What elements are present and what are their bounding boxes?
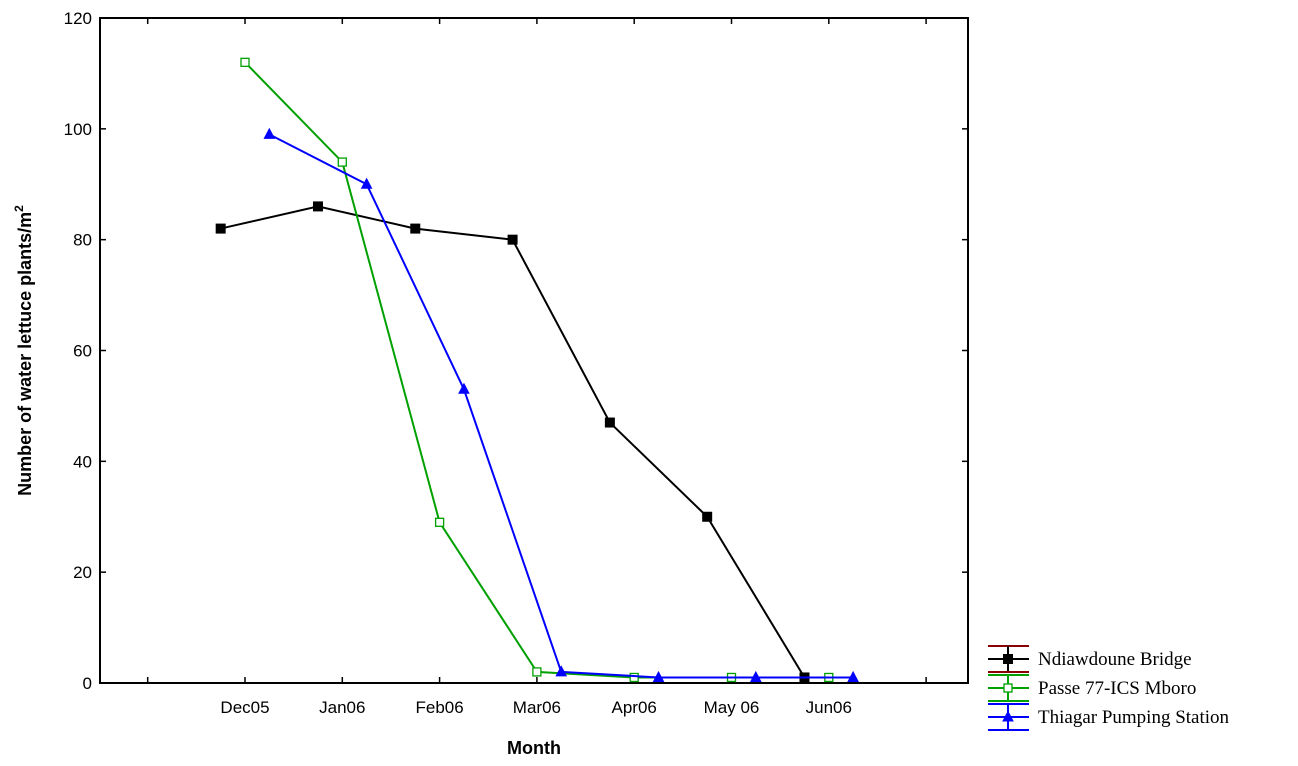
data-point [1003,683,1013,693]
x-tick-label: Feb06 [415,698,463,717]
series-1 [240,57,834,683]
data-point [337,157,347,167]
data-point [749,670,762,682]
data-point [847,670,859,682]
y-tick-label: 80 [73,231,92,250]
x-tick-label: Dec05 [220,698,269,717]
series-line [220,205,806,678]
series-layer [215,57,859,683]
x-tick-label: Jun06 [806,698,852,717]
x-axis-ticks: Dec05 Jan06 Feb06 Mar06 Apr06 May 06 Jun06 [146,18,927,717]
data-point [458,382,470,394]
data-point [410,223,421,234]
legend-item: Passe 77-ICS Mboro [988,674,1196,702]
y-axis-title: Number of water lettuce plants/m2 [12,205,35,496]
series-2 [263,127,859,682]
data-point [555,665,568,677]
y-tick-label: 60 [73,342,92,361]
legend: Ndiawdoune Bridge Passe 77-ICS Mboro Thiag… [988,645,1230,731]
data-point [1003,654,1013,664]
y-tick-label: 20 [73,563,92,582]
legend-item: Ndiawdoune Bridge [988,645,1192,673]
data-point [360,177,373,189]
y-axis-title-main: Number of water lettuce plants/m [15,212,35,496]
series-line [244,61,829,679]
data-point [629,672,639,683]
data-point [652,670,665,682]
data-point [240,57,250,67]
y-axis-ticks: 0 20 40 60 80 100 120 [64,9,968,693]
data-point [215,223,226,234]
plot-area [99,17,969,684]
data-point [434,517,445,527]
data-point [507,234,518,245]
data-point [1002,710,1014,722]
y-tick-label: 0 [83,674,92,693]
y-tick-label: 40 [73,452,92,471]
legend-label: Thiagar Pumping Station [1038,707,1230,728]
legend-label: Passe 77-ICS Mboro [1038,678,1196,699]
y-tick-label: 120 [64,9,92,28]
plot-frame [99,17,969,684]
legend-item: Thiagar Pumping Station [988,703,1230,731]
y-tick-label: 100 [64,120,92,139]
series-0 [215,201,810,683]
x-tick-label: May 06 [704,698,760,717]
x-axis-title: Month [507,738,561,758]
data-point [532,667,542,677]
x-tick-label: Apr06 [612,698,657,717]
y-axis-title-superscript: 2 [12,205,26,212]
data-point [604,417,615,428]
data-point [702,511,713,522]
data-point [263,127,276,139]
data-point [312,201,323,212]
x-tick-label: Mar06 [513,698,561,717]
x-tick-label: Jan06 [319,698,365,717]
legend-label: Ndiawdoune Bridge [1038,649,1192,670]
